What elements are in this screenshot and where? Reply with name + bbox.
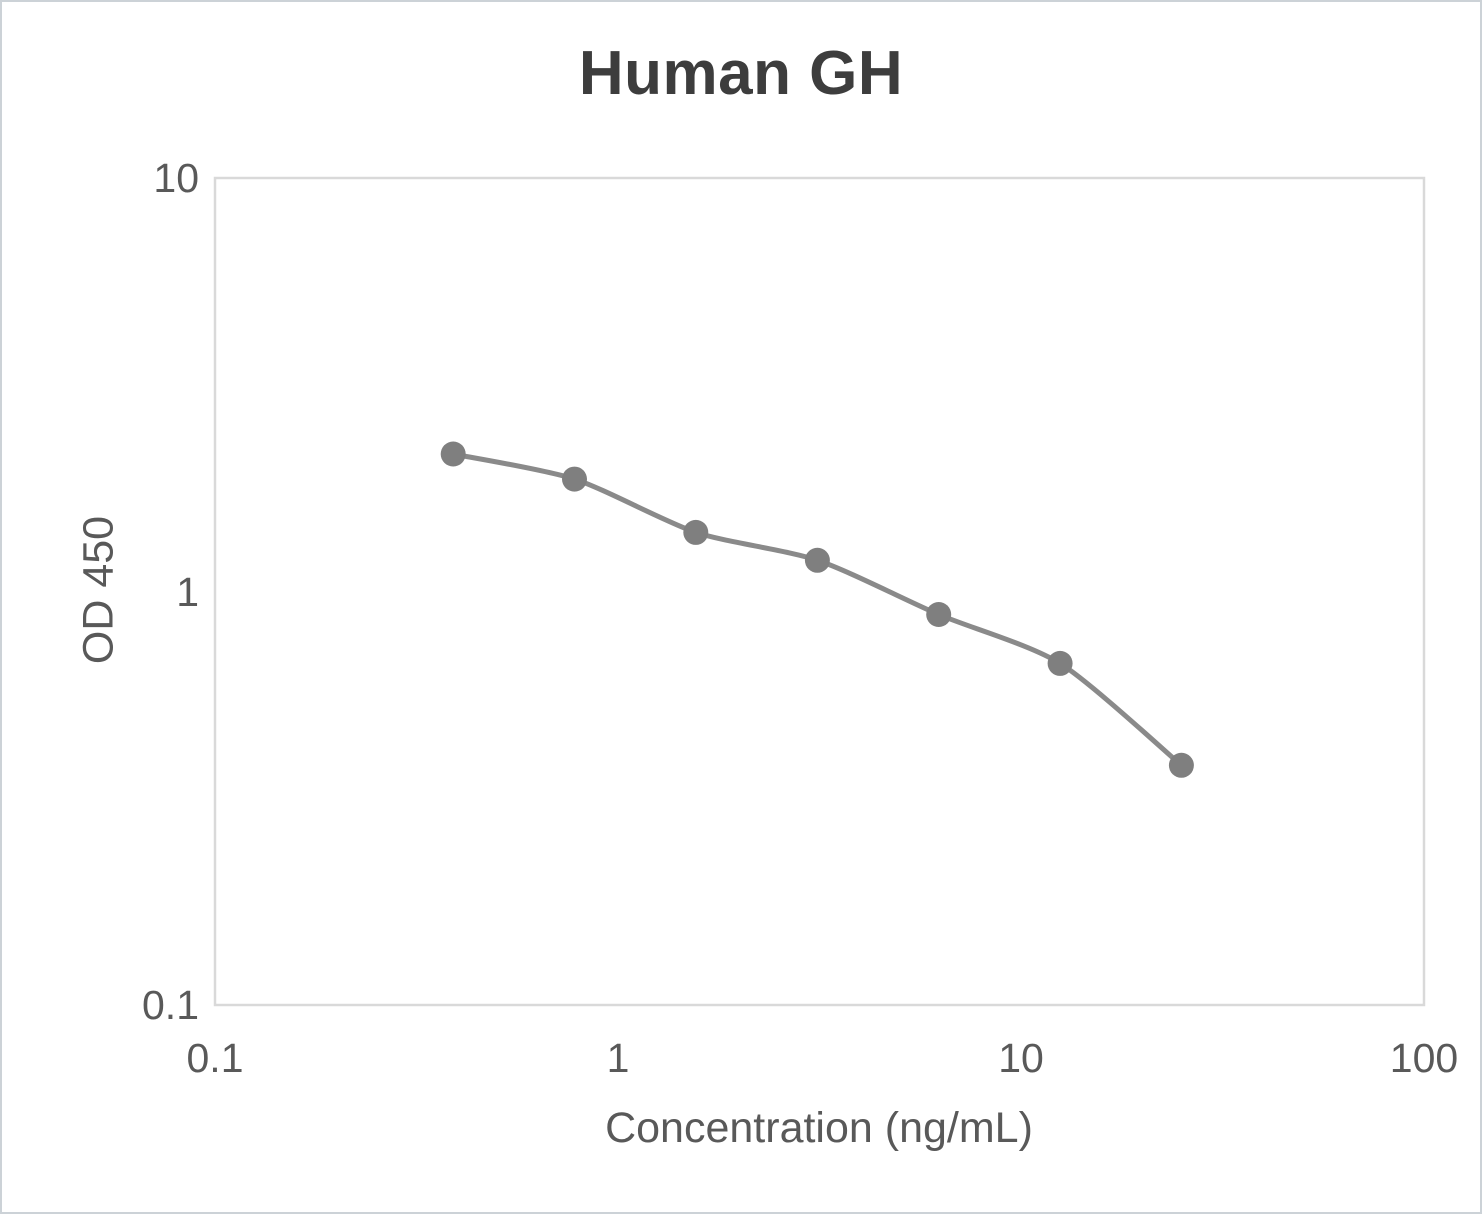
- series-line: [450, 451, 1184, 768]
- data-point-marker: [683, 519, 709, 545]
- x-axis-title: Concentration (ng/mL): [605, 1104, 1033, 1152]
- x-tick-label: 0.1: [186, 1035, 244, 1081]
- y-tick-label: 1: [176, 568, 199, 615]
- data-point-marker: [804, 547, 830, 573]
- data-point-marker: [1168, 752, 1194, 778]
- data-point-marker: [1047, 650, 1073, 676]
- data-point-marker: [440, 441, 466, 467]
- y-tick-label: 10: [153, 155, 199, 201]
- data-point-marker: [562, 466, 587, 492]
- y-axis-title: OD 450: [74, 515, 123, 665]
- x-tick-label: 10: [998, 1035, 1044, 1081]
- data-point-marker: [926, 602, 952, 627]
- x-tick-label: 100: [1389, 1035, 1459, 1081]
- y-tick-label: 0.1: [142, 982, 199, 1028]
- chart-title: Human GH: [578, 39, 904, 108]
- plot-border: [213, 176, 1426, 1007]
- x-tick-label: 1: [606, 1035, 630, 1081]
